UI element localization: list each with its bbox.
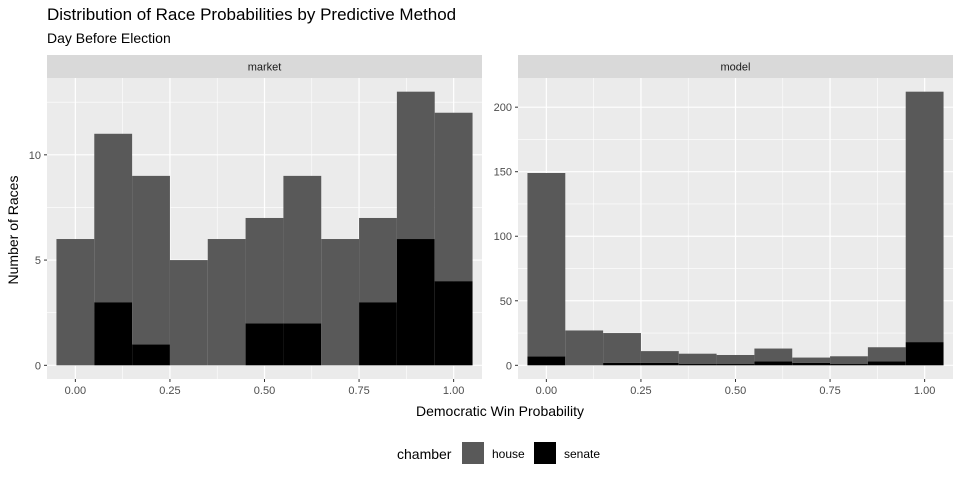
strip-model bbox=[518, 55, 953, 78]
bars-model bbox=[527, 91, 944, 366]
x-tick-label: 1.00 bbox=[914, 385, 935, 397]
bar-house bbox=[792, 357, 831, 363]
legend-label-senate: senate bbox=[564, 447, 600, 461]
y-tick-label: 200 bbox=[494, 102, 512, 114]
bar-senate bbox=[245, 323, 284, 366]
bar-senate bbox=[434, 281, 473, 366]
bar-house bbox=[640, 351, 679, 363]
x-tick-label: 1.00 bbox=[443, 385, 464, 397]
bar-house bbox=[245, 217, 284, 324]
x-axis-title: Democratic Win Probability bbox=[416, 403, 584, 419]
bars-market bbox=[56, 91, 473, 366]
bar-house bbox=[207, 239, 246, 366]
bar-senate bbox=[640, 362, 679, 366]
x-tick-label: 0.50 bbox=[725, 385, 746, 397]
strip-label-model: model bbox=[721, 62, 751, 74]
bar-senate bbox=[754, 361, 793, 366]
legend-key-senate bbox=[534, 442, 556, 464]
y-tick-label: 0 bbox=[506, 360, 512, 372]
y-axis-title: Number of Races bbox=[5, 176, 21, 285]
bar-house bbox=[434, 112, 473, 282]
bar-house bbox=[321, 239, 360, 366]
bar-senate bbox=[527, 356, 566, 366]
x-tick-label: 0.25 bbox=[630, 385, 651, 397]
y-tick-label: 100 bbox=[494, 231, 512, 243]
y-tick-label: 5 bbox=[35, 255, 41, 267]
panel-model: model 0 50 100 150 200 0.00 0.25 0.50 0.75 1.00 bbox=[494, 55, 953, 397]
chart-subtitle: Day Before Election bbox=[47, 30, 171, 46]
facet-panels: market 0 5 10 0.00 0.25 0.50 0.75 1.00 model 0 50 10… bbox=[29, 55, 953, 397]
y-tick-label: 10 bbox=[29, 150, 41, 162]
chart-title: Distribution of Race Probabilities by Pr… bbox=[47, 5, 456, 24]
y-tick-label: 50 bbox=[500, 296, 512, 308]
bar-house bbox=[56, 239, 95, 366]
x-tick-label: 0.50 bbox=[254, 385, 275, 397]
y-tick-label: 150 bbox=[494, 167, 512, 179]
bar-house bbox=[94, 133, 133, 303]
x-tick-label: 0.00 bbox=[536, 385, 557, 397]
bar-senate bbox=[603, 362, 641, 366]
bar-senate bbox=[283, 323, 322, 366]
legend-key-house bbox=[462, 442, 484, 464]
bar-senate bbox=[830, 364, 868, 366]
legend-title: chamber bbox=[397, 446, 452, 462]
x-tick-label: 0.75 bbox=[819, 385, 840, 397]
bar-house bbox=[716, 354, 755, 365]
x-tick-label: 0.25 bbox=[159, 385, 180, 397]
axis-ticks: 0 5 10 0.00 0.25 0.50 0.75 1.00 bbox=[29, 150, 465, 397]
bar-senate bbox=[792, 362, 831, 366]
bar-house bbox=[830, 356, 868, 365]
bar-house bbox=[283, 175, 322, 324]
bar-senate bbox=[867, 361, 906, 366]
bar-house bbox=[678, 353, 717, 365]
strip-market bbox=[47, 55, 482, 78]
axis-ticks: 0 50 100 150 200 0.00 0.25 0.50 0.75 1.00 bbox=[494, 102, 936, 397]
bar-house bbox=[905, 91, 944, 343]
bar-senate bbox=[678, 364, 717, 366]
bar-house bbox=[867, 347, 906, 362]
bar-house bbox=[527, 172, 566, 357]
x-tick-label: 0.75 bbox=[348, 385, 369, 397]
strip-label-market: market bbox=[248, 62, 282, 74]
bar-senate bbox=[905, 342, 944, 366]
bar-senate bbox=[396, 239, 435, 366]
bar-house bbox=[754, 348, 793, 362]
bar-senate bbox=[94, 302, 133, 366]
x-tick-label: 0.00 bbox=[65, 385, 86, 397]
bar-house bbox=[359, 217, 397, 303]
bar-house bbox=[396, 91, 435, 240]
legend: chamber house senate bbox=[397, 442, 600, 464]
panel-market: market 0 5 10 0.00 0.25 0.50 0.75 1.00 bbox=[29, 55, 482, 397]
y-tick-label: 0 bbox=[35, 360, 41, 372]
bar-house bbox=[565, 330, 604, 366]
bar-house bbox=[169, 260, 208, 366]
bar-senate bbox=[716, 364, 755, 366]
bar-house bbox=[132, 175, 170, 345]
bar-house bbox=[603, 333, 641, 363]
bar-senate bbox=[132, 344, 170, 366]
bar-senate bbox=[359, 302, 397, 366]
legend-label-house: house bbox=[492, 447, 525, 461]
